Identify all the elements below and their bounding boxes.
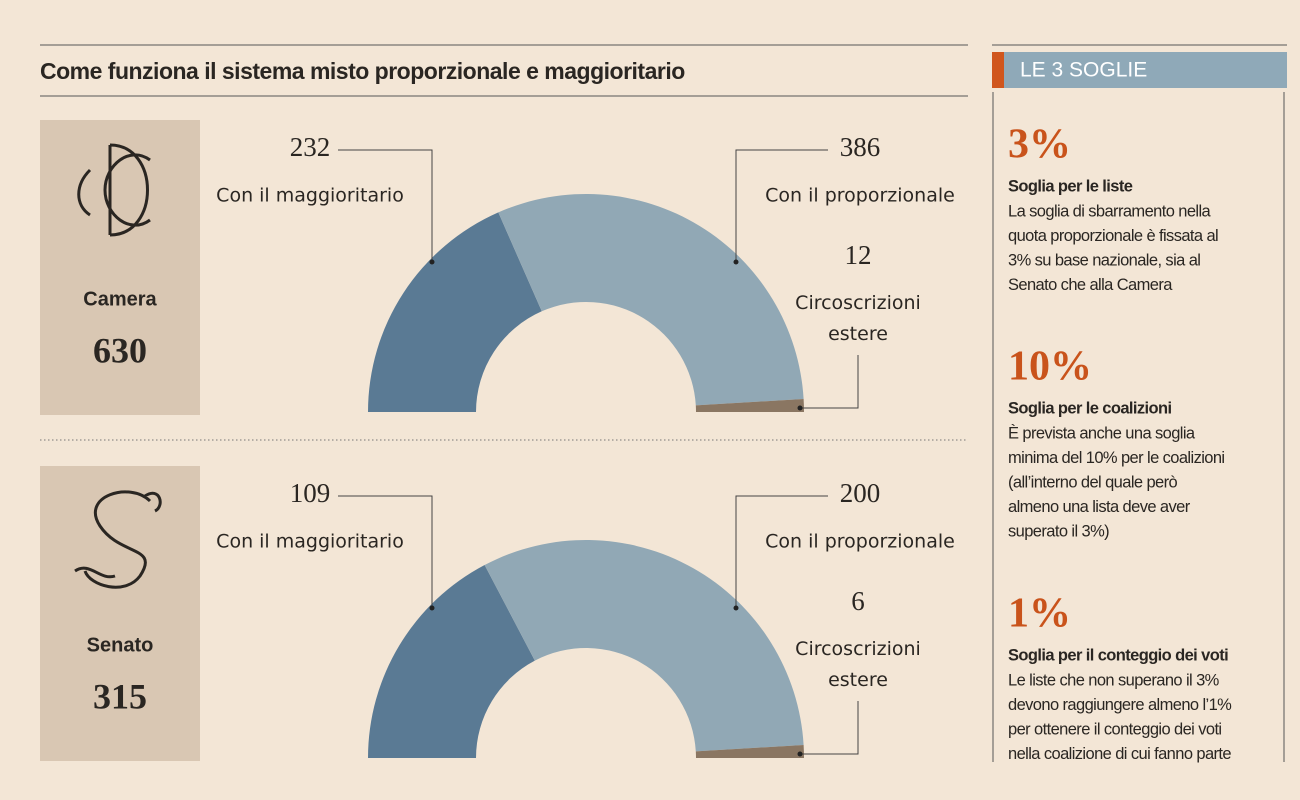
threshold-text: Le liste che non superano il 3% [1008, 671, 1220, 689]
house-panel [40, 466, 200, 761]
emblem-stroke [74, 490, 162, 589]
house-total: 630 [93, 330, 147, 370]
leader-line [735, 149, 828, 262]
category-label: Circoscrizioni estere [795, 292, 921, 345]
leader-line [338, 495, 433, 608]
category-label: Con il proporzionale [765, 185, 955, 207]
category-label: Con il maggioritario [216, 185, 404, 207]
category-label-box: Circoscrizioni estere [795, 292, 921, 345]
value-label: 109 [290, 478, 331, 508]
threshold-title: Soglia per le coalizioni [1008, 399, 1171, 417]
house-emblem [74, 490, 162, 589]
threshold-text: Senato che alla Camera [1008, 276, 1173, 294]
threshold-text: quota proporzionale è fissata al [1008, 227, 1218, 245]
leader-dot [733, 605, 739, 611]
threshold-text: minima del 10% per le coalizioni [1008, 449, 1225, 467]
threshold-value: 10% [1008, 344, 1092, 390]
threshold-text: superato il 3%) [1008, 522, 1109, 540]
house-name: Camera [83, 288, 157, 310]
category-label-box: Circoscrizioni estere [795, 638, 921, 691]
emblem-stroke [77, 143, 151, 237]
category-label: Con il proporzionale [765, 531, 955, 553]
threshold-title: Soglia per il conteggio dei voti [1008, 646, 1228, 664]
accent [992, 52, 1004, 88]
value-label: 386 [840, 132, 881, 162]
value-label: 232 [290, 132, 331, 162]
sidebar-title: LE 3 SOGLIE [1020, 59, 1147, 82]
threshold-text: È prevista anche una soglia [1008, 423, 1196, 442]
threshold-value: 3% [1008, 122, 1071, 168]
donut-segment [368, 565, 535, 758]
value-label: 12 [845, 240, 872, 270]
value-label: 200 [840, 478, 881, 508]
leader-dot [429, 605, 435, 611]
donut-segment [498, 194, 804, 406]
donut-segment [484, 540, 804, 752]
house-panel [40, 120, 200, 415]
house-total: 315 [93, 676, 147, 716]
house-emblem [77, 143, 151, 237]
donut-segment [695, 744, 804, 758]
donut-segment [695, 398, 804, 412]
threshold-text: La soglia di sbarramento nella [1008, 202, 1212, 220]
leader-line [338, 149, 433, 262]
leader-line [800, 701, 859, 755]
threshold-title: Soglia per le liste [1008, 177, 1133, 195]
leader-dot [797, 405, 803, 411]
threshold-text: almeno una lista deve aver [1008, 498, 1191, 516]
value-label: 6 [851, 586, 865, 616]
leader-line [735, 495, 828, 608]
threshold-text: devono raggiungere almeno l’1% [1008, 696, 1232, 714]
threshold-text: per ottenere il conteggio dei voti [1008, 720, 1222, 738]
title: Come funziona il sistema misto proporzio… [40, 58, 685, 84]
leader-dot [797, 751, 803, 757]
category-label: Circoscrizioni estere [795, 638, 921, 691]
house-name: Senato [87, 634, 154, 656]
threshold-value: 1% [1008, 591, 1071, 637]
leader-dot [429, 259, 435, 265]
category-label: Con il maggioritario [216, 531, 404, 553]
threshold-text: 3% su base nazionale, sia al [1008, 251, 1200, 269]
leader-line [800, 355, 859, 409]
donut-segment [368, 212, 542, 412]
sidebar-header [992, 52, 1287, 88]
leader-dot [733, 259, 739, 265]
threshold-text: (all’interno del quale però [1008, 473, 1178, 491]
threshold-text: nella coalizione di cui fanno parte [1008, 745, 1231, 763]
